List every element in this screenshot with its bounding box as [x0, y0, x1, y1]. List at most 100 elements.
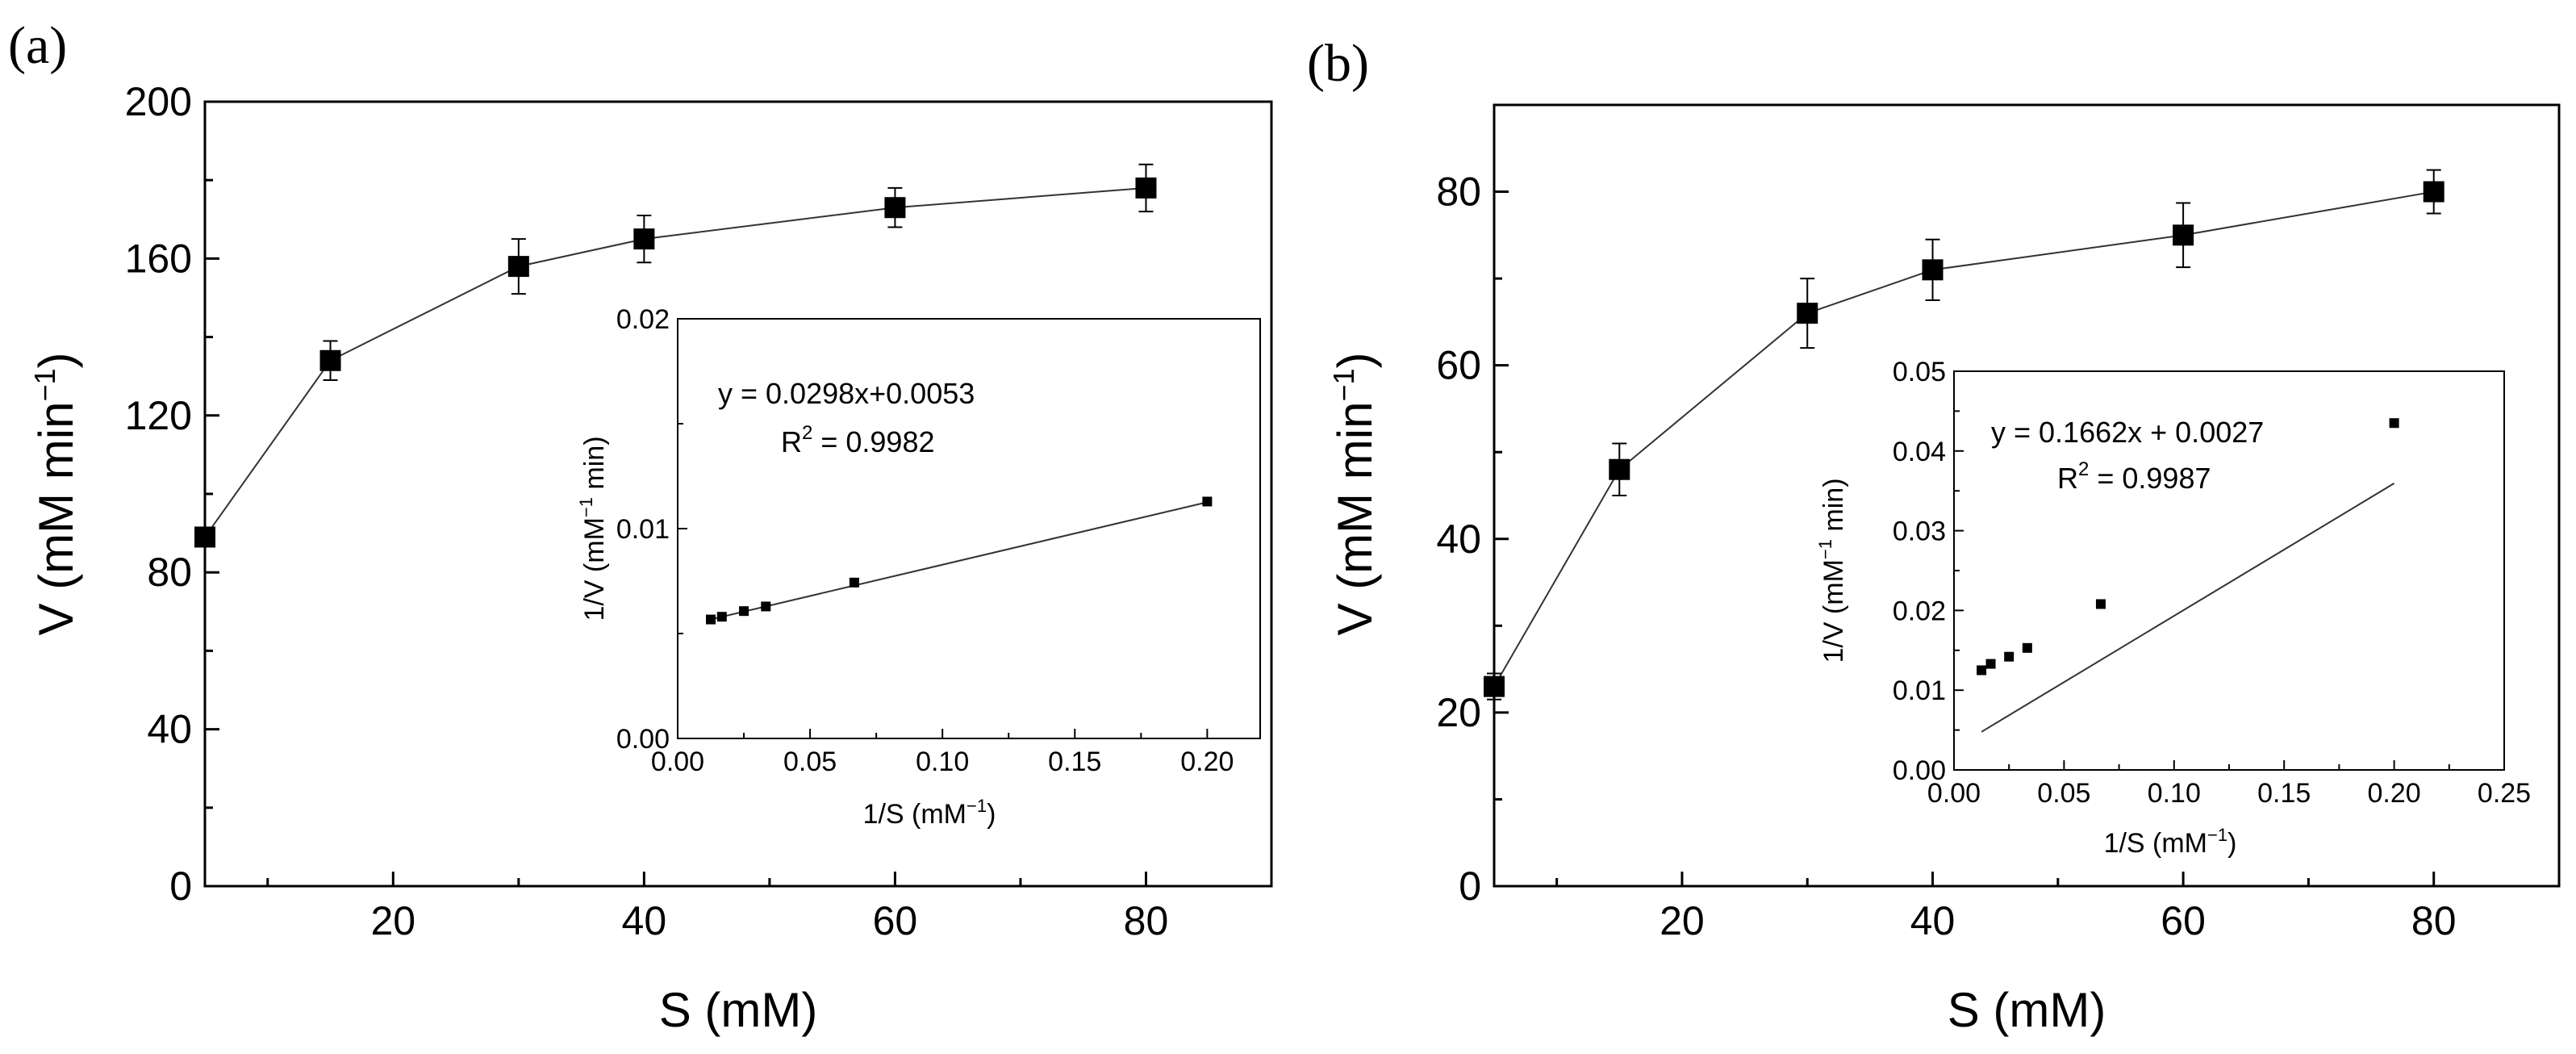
inset-data-point	[2022, 642, 2032, 653]
inset-data-point	[1202, 496, 1213, 507]
data-point	[507, 256, 529, 278]
panel-a-axes	[205, 100, 1273, 888]
y-tick-label: 40	[1436, 517, 1481, 562]
inset-x-tick-label: 0.00	[1927, 778, 1981, 809]
panel-b-label: (b)	[1307, 34, 1369, 93]
data-point	[633, 228, 655, 250]
series-line	[1493, 190, 2434, 688]
data-point	[1797, 303, 1818, 324]
panel-a-inset-bg	[678, 319, 1260, 738]
panel-a-tick-labels: 20 40 60 80 0 40 80 120 160 200	[125, 79, 1169, 943]
inset-y-tick-label: 0.01	[1893, 675, 1946, 706]
panel-b-inset-tick-labels: 0.00 0.05 0.10 0.15 0.20 0.25 0.00 0.01 0.02 0.03…	[1893, 357, 2531, 809]
inset-data-point	[739, 606, 749, 617]
data-point	[1484, 675, 1505, 697]
y-tick-label: 120	[125, 393, 192, 438]
panel-a-inset-y-axis-title: 1/V (mM−1 min)	[576, 436, 610, 621]
series-line	[204, 186, 1146, 538]
x-tick-label: 80	[1124, 898, 1169, 943]
data-point	[884, 197, 906, 219]
inset-y-tick-label: 0.03	[1893, 517, 1946, 547]
panel-a-inset-r2: R2 = 0.9982	[781, 422, 935, 458]
inset-fit-line	[710, 501, 1208, 621]
panel-a-inset-equation: y = 0.0298x+0.0053	[718, 377, 975, 410]
inset-y-tick-label: 0.01	[616, 514, 670, 545]
inset-data-point	[716, 612, 727, 622]
panel-b-inset-bg	[1954, 371, 2504, 770]
panel-b-plot-frame	[1493, 103, 2561, 888]
x-tick-label: 60	[873, 898, 918, 943]
y-tick-label: 0	[1459, 864, 1481, 909]
inset-x-tick-label: 0.10	[916, 747, 969, 777]
panel-a-x-axis-title: S (mM)	[659, 983, 818, 1037]
panel-a-inset-axes	[677, 318, 1209, 739]
inset-x-tick-label: 0.00	[651, 747, 704, 777]
y-tick-label: 40	[147, 707, 192, 752]
y-tick-label: 200	[125, 79, 192, 124]
inset-data-point	[2095, 599, 2106, 609]
panel-a-label: (a)	[8, 16, 67, 75]
data-point	[2423, 181, 2444, 203]
inset-data-point	[1985, 659, 1996, 669]
x-tick-label: 40	[622, 898, 667, 943]
inset-y-tick-label: 0.00	[1893, 755, 1946, 786]
panel-b-inset-axes	[1953, 370, 2505, 771]
panel-a-inset-tick-labels: 0.00 0.05 0.10 0.15 0.20 0.00 0.01 0.02	[616, 304, 1234, 777]
panel-b-inset-r2: R2 = 0.9987	[2057, 458, 2211, 495]
panel-b-main-plot: 20 40 60 80 0 20 40 60 80 S (mM) V (mM min−1)	[1327, 103, 2561, 1037]
inset-x-tick-label: 0.05	[783, 747, 837, 777]
panel-b-inset-x-axis-title: 1/S (mM−1)	[2104, 825, 2237, 859]
y-tick-label: 80	[147, 550, 192, 595]
data-point	[194, 526, 215, 548]
inset-data-point	[2004, 651, 2014, 662]
data-point	[1135, 177, 1157, 199]
inset-y-tick-label: 0.04	[1893, 437, 1946, 467]
x-tick-label: 80	[2411, 898, 2457, 943]
inset-y-tick-label: 0.02	[1893, 596, 1946, 626]
inset-fit-line	[1981, 483, 2395, 733]
inset-x-tick-label: 0.10	[2148, 778, 2201, 809]
panel-b-x-axis-title: S (mM)	[1948, 983, 2106, 1037]
panel-a-y-axis-title: V (mM min−1)	[28, 352, 83, 635]
y-tick-label: 60	[1436, 343, 1481, 388]
data-point	[2173, 224, 2194, 246]
inset-x-tick-label: 0.20	[2368, 778, 2421, 809]
panel-a-inset: 0.00 0.05 0.10 0.15 0.20 0.00 0.01 0.02 1/S (mM…	[576, 304, 1261, 830]
inset-y-tick-label: 0.00	[616, 724, 670, 755]
panel-a-series	[194, 163, 1157, 548]
inset-x-tick-label: 0.15	[1048, 747, 1101, 777]
inset-data-point	[849, 577, 859, 588]
panel-b-y-axis-title: V (mM min−1)	[1327, 352, 1382, 635]
inset-y-tick-label: 0.02	[616, 304, 670, 335]
panel-a-inset-series	[706, 496, 1213, 625]
panel-b-inset-y-axis-title: 1/V (mM−1 min)	[1815, 478, 1849, 663]
inset-x-tick-label: 0.20	[1180, 747, 1234, 777]
panel-b-inset-equation: y = 0.1662x + 0.0027	[1991, 416, 2264, 449]
data-point	[1922, 259, 1943, 281]
y-tick-label: 20	[1436, 690, 1481, 735]
inset-data-point	[706, 614, 716, 625]
y-tick-label: 80	[1436, 169, 1481, 215]
panel-a-main-plot: 20 40 60 80 0 40 80 120 160 200 S (mM) V (mM min−…	[28, 79, 1273, 1037]
panel-a: (a) 20 40 60 80 0 40 80 120 160 200 S (mM) V (mM …	[8, 16, 1273, 1037]
inset-x-tick-label: 0.15	[2257, 778, 2311, 809]
inset-data-point	[1977, 665, 1987, 675]
panel-b: (b) 20 40 60 80 0 20 40 60 80 S (mM) V (mM min−1…	[1307, 34, 2561, 1037]
inset-x-tick-label: 0.25	[2478, 778, 2531, 809]
panel-b-series	[1484, 169, 2444, 701]
x-tick-label: 20	[1660, 898, 1705, 943]
inset-data-point	[761, 601, 771, 612]
x-tick-label: 40	[1910, 898, 1956, 943]
x-tick-label: 20	[370, 898, 415, 943]
panel-b-inset-series	[1977, 418, 2399, 733]
inset-y-tick-label: 0.05	[1893, 357, 1946, 387]
panel-b-inset: 0.00 0.05 0.10 0.15 0.20 0.25 0.00 0.01 0.02 0.03…	[1815, 357, 2531, 859]
data-point	[319, 349, 341, 371]
panel-b-tick-labels: 20 40 60 80 0 20 40 60 80	[1436, 169, 2456, 943]
y-tick-label: 160	[125, 236, 192, 281]
panel-a-inset-x-axis-title: 1/S (mM−1)	[863, 796, 996, 830]
panel-b-axes	[1494, 190, 2561, 888]
x-tick-label: 60	[2161, 898, 2206, 943]
y-tick-label: 0	[169, 864, 192, 909]
